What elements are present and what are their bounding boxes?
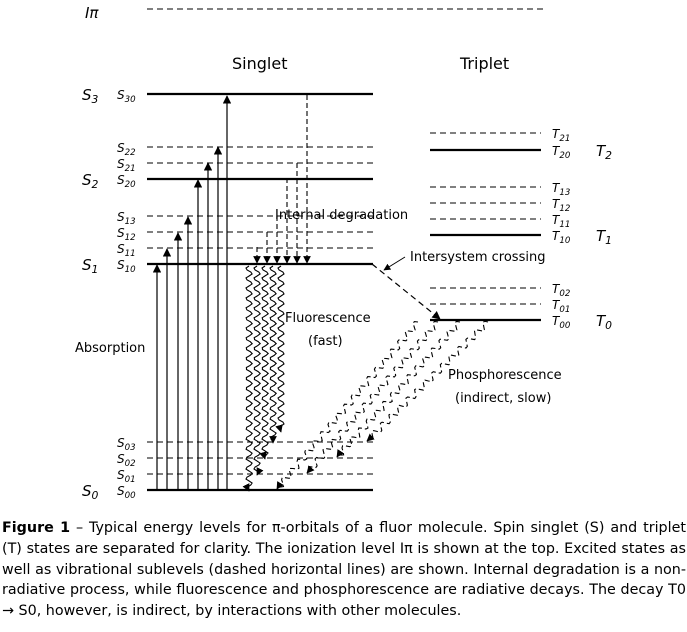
fluorescence-arrows <box>242 265 285 492</box>
level-label: S13 <box>117 210 136 227</box>
singlet-level-s20: S20 S2 <box>82 171 373 191</box>
state-label: S2 <box>82 171 99 191</box>
level-label: S30 <box>117 88 136 105</box>
intersystem-crossing-label: Intersystem crossing <box>410 250 545 265</box>
state-label: T0 <box>596 312 612 332</box>
fluorescence-arrow <box>259 265 270 460</box>
state-label: T2 <box>596 142 612 162</box>
phosphorescence-arrow <box>276 321 419 490</box>
level-label: S10 <box>117 258 136 275</box>
level-label: S03 <box>117 436 136 453</box>
triplet-level-t12: T12 <box>430 197 570 214</box>
level-label: T10 <box>552 229 571 246</box>
level-label: T02 <box>552 282 570 299</box>
fluorescence-sublabel: (fast) <box>308 334 343 349</box>
phosphorescence-arrow <box>336 320 461 458</box>
phosphorescence-label: Phosphorescence <box>448 368 562 383</box>
triplet-level-t13: T13 <box>430 181 570 198</box>
singlet-title: Singlet <box>232 54 287 73</box>
state-label: S3 <box>82 86 99 106</box>
fluorescence-label: Fluorescence <box>285 311 371 326</box>
singlet-level-s11: S11 <box>117 242 373 259</box>
level-label: S22 <box>117 141 136 158</box>
triplet-level-t20: T20 T2 <box>430 142 612 162</box>
level-label: S12 <box>117 226 136 243</box>
absorption-label: Absorption <box>75 341 145 356</box>
phosphorescence-arrow <box>306 320 439 474</box>
ionization-label: Iπ <box>85 4 99 22</box>
phosphorescence-sublabel: (indirect, slow) <box>455 391 551 406</box>
level-label: S11 <box>117 242 136 259</box>
singlet-level-s13: S13 <box>117 210 373 227</box>
singlet-level-s03: S03 <box>117 436 373 453</box>
singlet-level-s12: S12 <box>117 226 373 243</box>
state-label: S1 <box>82 256 98 276</box>
singlet-level-s22: S22 <box>117 141 373 158</box>
triplet-level-t21: T21 <box>430 127 570 144</box>
singlet-level-s10: S10 S1 <box>82 256 373 276</box>
phosphorescence-arrow <box>366 320 489 442</box>
internal-degradation-label: Internal degradation <box>275 208 408 223</box>
intersystem-crossing-arrow <box>371 263 441 320</box>
state-label: S0 <box>82 482 99 502</box>
fluorescence-arrow <box>242 265 254 492</box>
caption-text: – Typical energy levels for π-orbitals o… <box>2 520 686 620</box>
triplet-level-t11: T11 <box>430 213 570 230</box>
fluorescence-arrow <box>253 265 264 476</box>
level-label: T13 <box>552 181 570 198</box>
level-label: S21 <box>117 157 136 174</box>
singlet-level-s00: S00 S0 <box>82 482 373 502</box>
level-label: S00 <box>117 484 136 501</box>
level-label: T21 <box>552 127 570 144</box>
intersystem-crossing-pointer <box>383 256 406 271</box>
figure-caption: Figure 1 – Typical energy levels for π-o… <box>2 518 686 622</box>
singlet-level-s01: S01 <box>117 468 373 485</box>
level-label: S20 <box>117 173 136 190</box>
singlet-level-s02: S02 <box>117 452 373 469</box>
triplet-level-t01: T01 <box>430 298 570 315</box>
singlet-level-s21: S21 <box>117 157 373 174</box>
phosphorescence-arrows <box>276 320 489 490</box>
triplet-level-t02: T02 <box>430 282 570 299</box>
triplet-title: Triplet <box>459 54 509 73</box>
triplet-level-t00: T00 T0 <box>430 312 612 332</box>
singlet-level-s30: S30 S3 <box>82 86 373 106</box>
state-label: T1 <box>596 227 612 247</box>
level-label: T00 <box>552 314 571 331</box>
triplet-level-t10: T10 T1 <box>430 227 612 247</box>
level-label: T01 <box>552 298 570 315</box>
fluorescence-arrow <box>269 265 278 444</box>
level-label: T20 <box>552 144 571 161</box>
level-label: T12 <box>552 197 570 214</box>
level-label: S01 <box>117 468 136 485</box>
fluorescence-arrow <box>275 265 285 433</box>
level-label: S02 <box>117 452 136 469</box>
level-label: T11 <box>552 213 570 230</box>
figure-label: Figure 1 <box>2 520 71 536</box>
internal-degradation-arrows <box>253 95 311 264</box>
energy-level-diagram: Iπ Singlet Triplet S30S3S22S21S20S2S13S1… <box>75 4 612 502</box>
absorption-arrows <box>152 95 232 490</box>
